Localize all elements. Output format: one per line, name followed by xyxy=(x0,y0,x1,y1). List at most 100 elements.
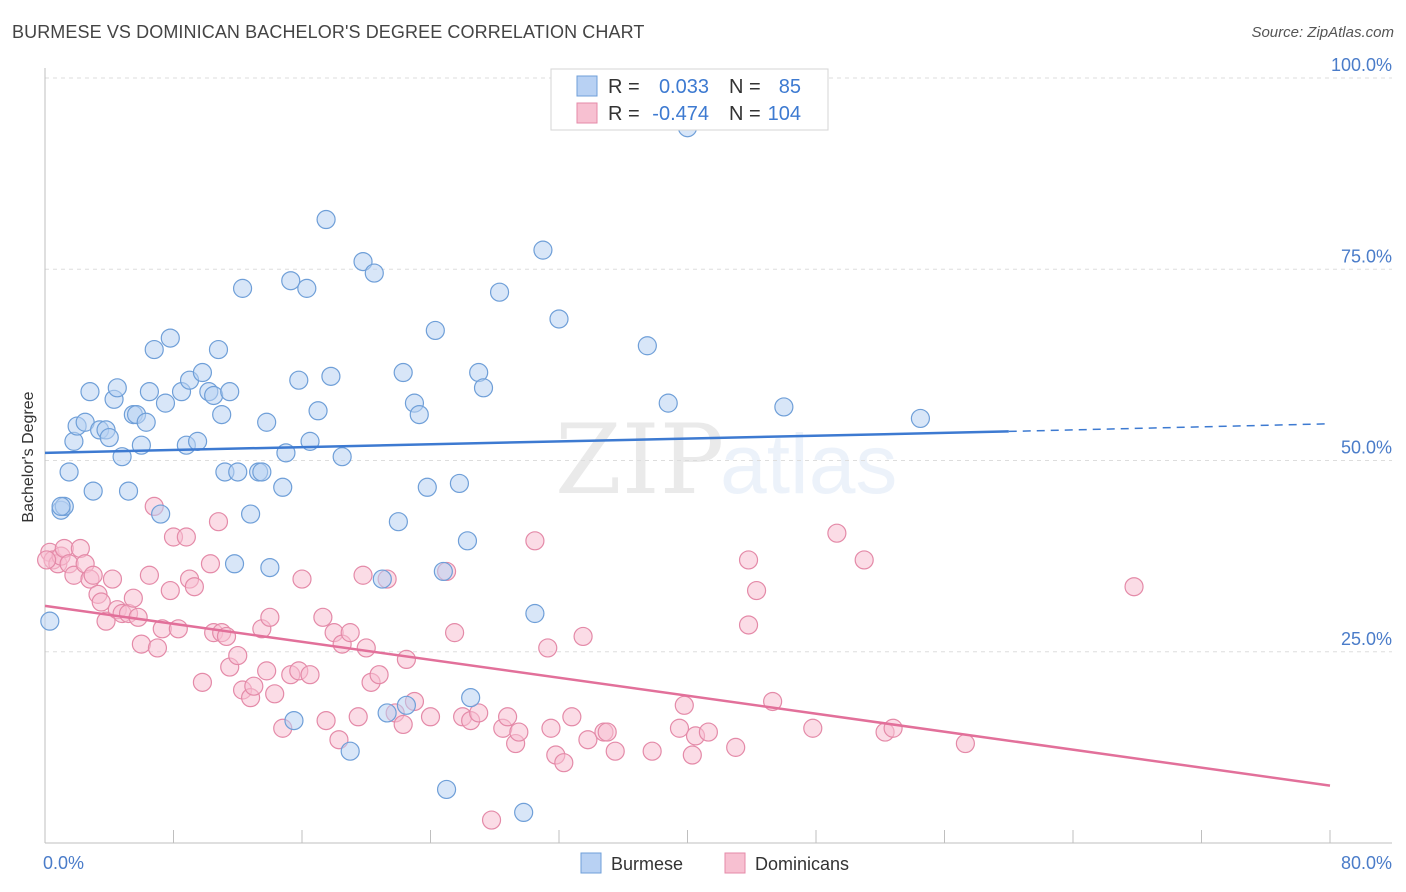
dominicans-point xyxy=(674,695,694,715)
burmese-point xyxy=(257,412,277,432)
burmese-point xyxy=(192,362,213,383)
dominicans-point xyxy=(746,580,767,601)
dominicans-point xyxy=(176,527,196,547)
dominicans-point xyxy=(605,741,625,761)
dominicans-point xyxy=(91,592,111,612)
burmese-point xyxy=(340,741,360,761)
burmese-points xyxy=(40,118,931,823)
burmese-point xyxy=(83,481,103,501)
dominicans-point xyxy=(96,611,116,631)
burmese-point xyxy=(514,802,534,823)
burmese-point xyxy=(155,393,176,413)
dominicans-point xyxy=(292,569,312,589)
y-axis-label: Bachelor's Degree xyxy=(20,391,37,522)
stats-r-value-dominicans: -0.474 xyxy=(652,103,709,125)
burmese-point xyxy=(252,462,272,482)
burmese-point xyxy=(658,393,678,413)
burmese-point xyxy=(204,385,224,406)
stats-n-label-dominicans: N = xyxy=(729,103,761,125)
burmese-point xyxy=(139,382,160,402)
dominicans-point xyxy=(244,676,264,696)
dominicans-point xyxy=(1124,577,1144,597)
dominicans-point xyxy=(228,645,248,666)
dominicans-point xyxy=(313,607,333,627)
burmese-point xyxy=(396,695,417,715)
legend-label-dominicans: Dominicans xyxy=(755,854,849,874)
dominicans-point xyxy=(597,722,617,742)
y-tick-label: 75.0% xyxy=(1341,246,1392,266)
legend-swatch-dominicans xyxy=(724,852,746,874)
dominicans-point xyxy=(854,550,874,570)
x-tick-label-min: 0.0% xyxy=(43,853,84,873)
burmese-point xyxy=(473,378,494,398)
x-ticks xyxy=(173,830,1331,843)
burmese-trend-line xyxy=(44,430,1009,455)
dominicans-points xyxy=(37,496,1144,830)
dominicans-point xyxy=(139,565,160,585)
dominicans-point xyxy=(682,745,702,765)
burmese-point xyxy=(241,504,261,524)
stats-legend-swatch-burmese xyxy=(576,75,598,97)
stats-n-value-burmese: 85 xyxy=(779,76,801,98)
dominicans-point xyxy=(200,554,221,574)
dominicans-point xyxy=(192,672,213,692)
burmese-point xyxy=(425,320,445,341)
burmese-point xyxy=(281,271,301,291)
dominicans-point xyxy=(481,810,502,830)
dominicans-point xyxy=(123,588,143,608)
burmese-trend-extension xyxy=(1008,423,1331,433)
dominicans-point xyxy=(102,569,123,589)
burmese-point xyxy=(118,481,139,501)
dominicans-point xyxy=(538,638,558,658)
dominicans-point xyxy=(265,684,285,704)
y-tick-label: 50.0% xyxy=(1341,438,1392,458)
dominicans-point xyxy=(37,550,57,570)
burmese-point xyxy=(99,427,119,448)
burmese-point xyxy=(637,336,657,356)
burmese-point xyxy=(51,496,71,516)
dominicans-point xyxy=(208,512,229,532)
dominicans-point xyxy=(827,523,847,543)
burmese-point xyxy=(228,462,248,482)
dominicans-point xyxy=(300,665,320,685)
dominicans-point xyxy=(726,737,746,757)
burmese-point xyxy=(316,209,336,230)
burmese-point xyxy=(187,431,208,451)
dominicans-point xyxy=(396,649,417,670)
x-tick-label-max: 80.0% xyxy=(1341,853,1392,873)
dominicans-point xyxy=(738,615,759,635)
dominicans-point xyxy=(498,707,518,727)
bottom-legend: Burmese Dominicans xyxy=(580,852,849,874)
burmese-point xyxy=(308,401,328,421)
grid xyxy=(45,77,1392,653)
burmese-point xyxy=(377,703,397,723)
stats-r-value-burmese: 0.033 xyxy=(659,76,709,98)
dominicans-point xyxy=(348,707,368,727)
burmese-point xyxy=(260,557,280,578)
dominicans-point xyxy=(669,718,690,738)
burmese-point xyxy=(549,309,569,329)
stats-legend-swatch-dominicans xyxy=(576,102,598,124)
dominicans-point xyxy=(356,638,376,658)
dominicans-point xyxy=(541,718,561,738)
burmese-point xyxy=(284,710,304,731)
dominicans-point xyxy=(131,634,151,654)
chart-title: BURMESE VS DOMINICAN BACHELOR'S DEGREE C… xyxy=(12,22,645,42)
y-tick-labels: 25.0% 50.0% 75.0% 100.0% xyxy=(1331,55,1392,649)
burmese-point xyxy=(107,378,127,398)
burmese-point xyxy=(144,339,164,360)
stats-r-label-burmese: R = xyxy=(608,76,640,98)
burmese-point xyxy=(224,554,245,574)
burmese-point xyxy=(417,477,437,497)
burmese-point xyxy=(372,569,392,589)
burmese-point xyxy=(409,405,429,425)
burmese-point xyxy=(393,362,413,383)
burmese-point xyxy=(364,263,384,283)
dominicans-point xyxy=(369,665,389,685)
dominicans-point xyxy=(509,722,529,742)
burmese-point xyxy=(273,477,293,497)
dominicans-point xyxy=(642,741,662,761)
stats-r-label-dominicans: R = xyxy=(608,103,640,125)
dominicans-point xyxy=(260,607,280,627)
